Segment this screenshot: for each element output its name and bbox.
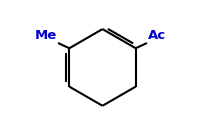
Text: Me: Me	[34, 29, 57, 42]
Text: Ac: Ac	[147, 29, 166, 42]
